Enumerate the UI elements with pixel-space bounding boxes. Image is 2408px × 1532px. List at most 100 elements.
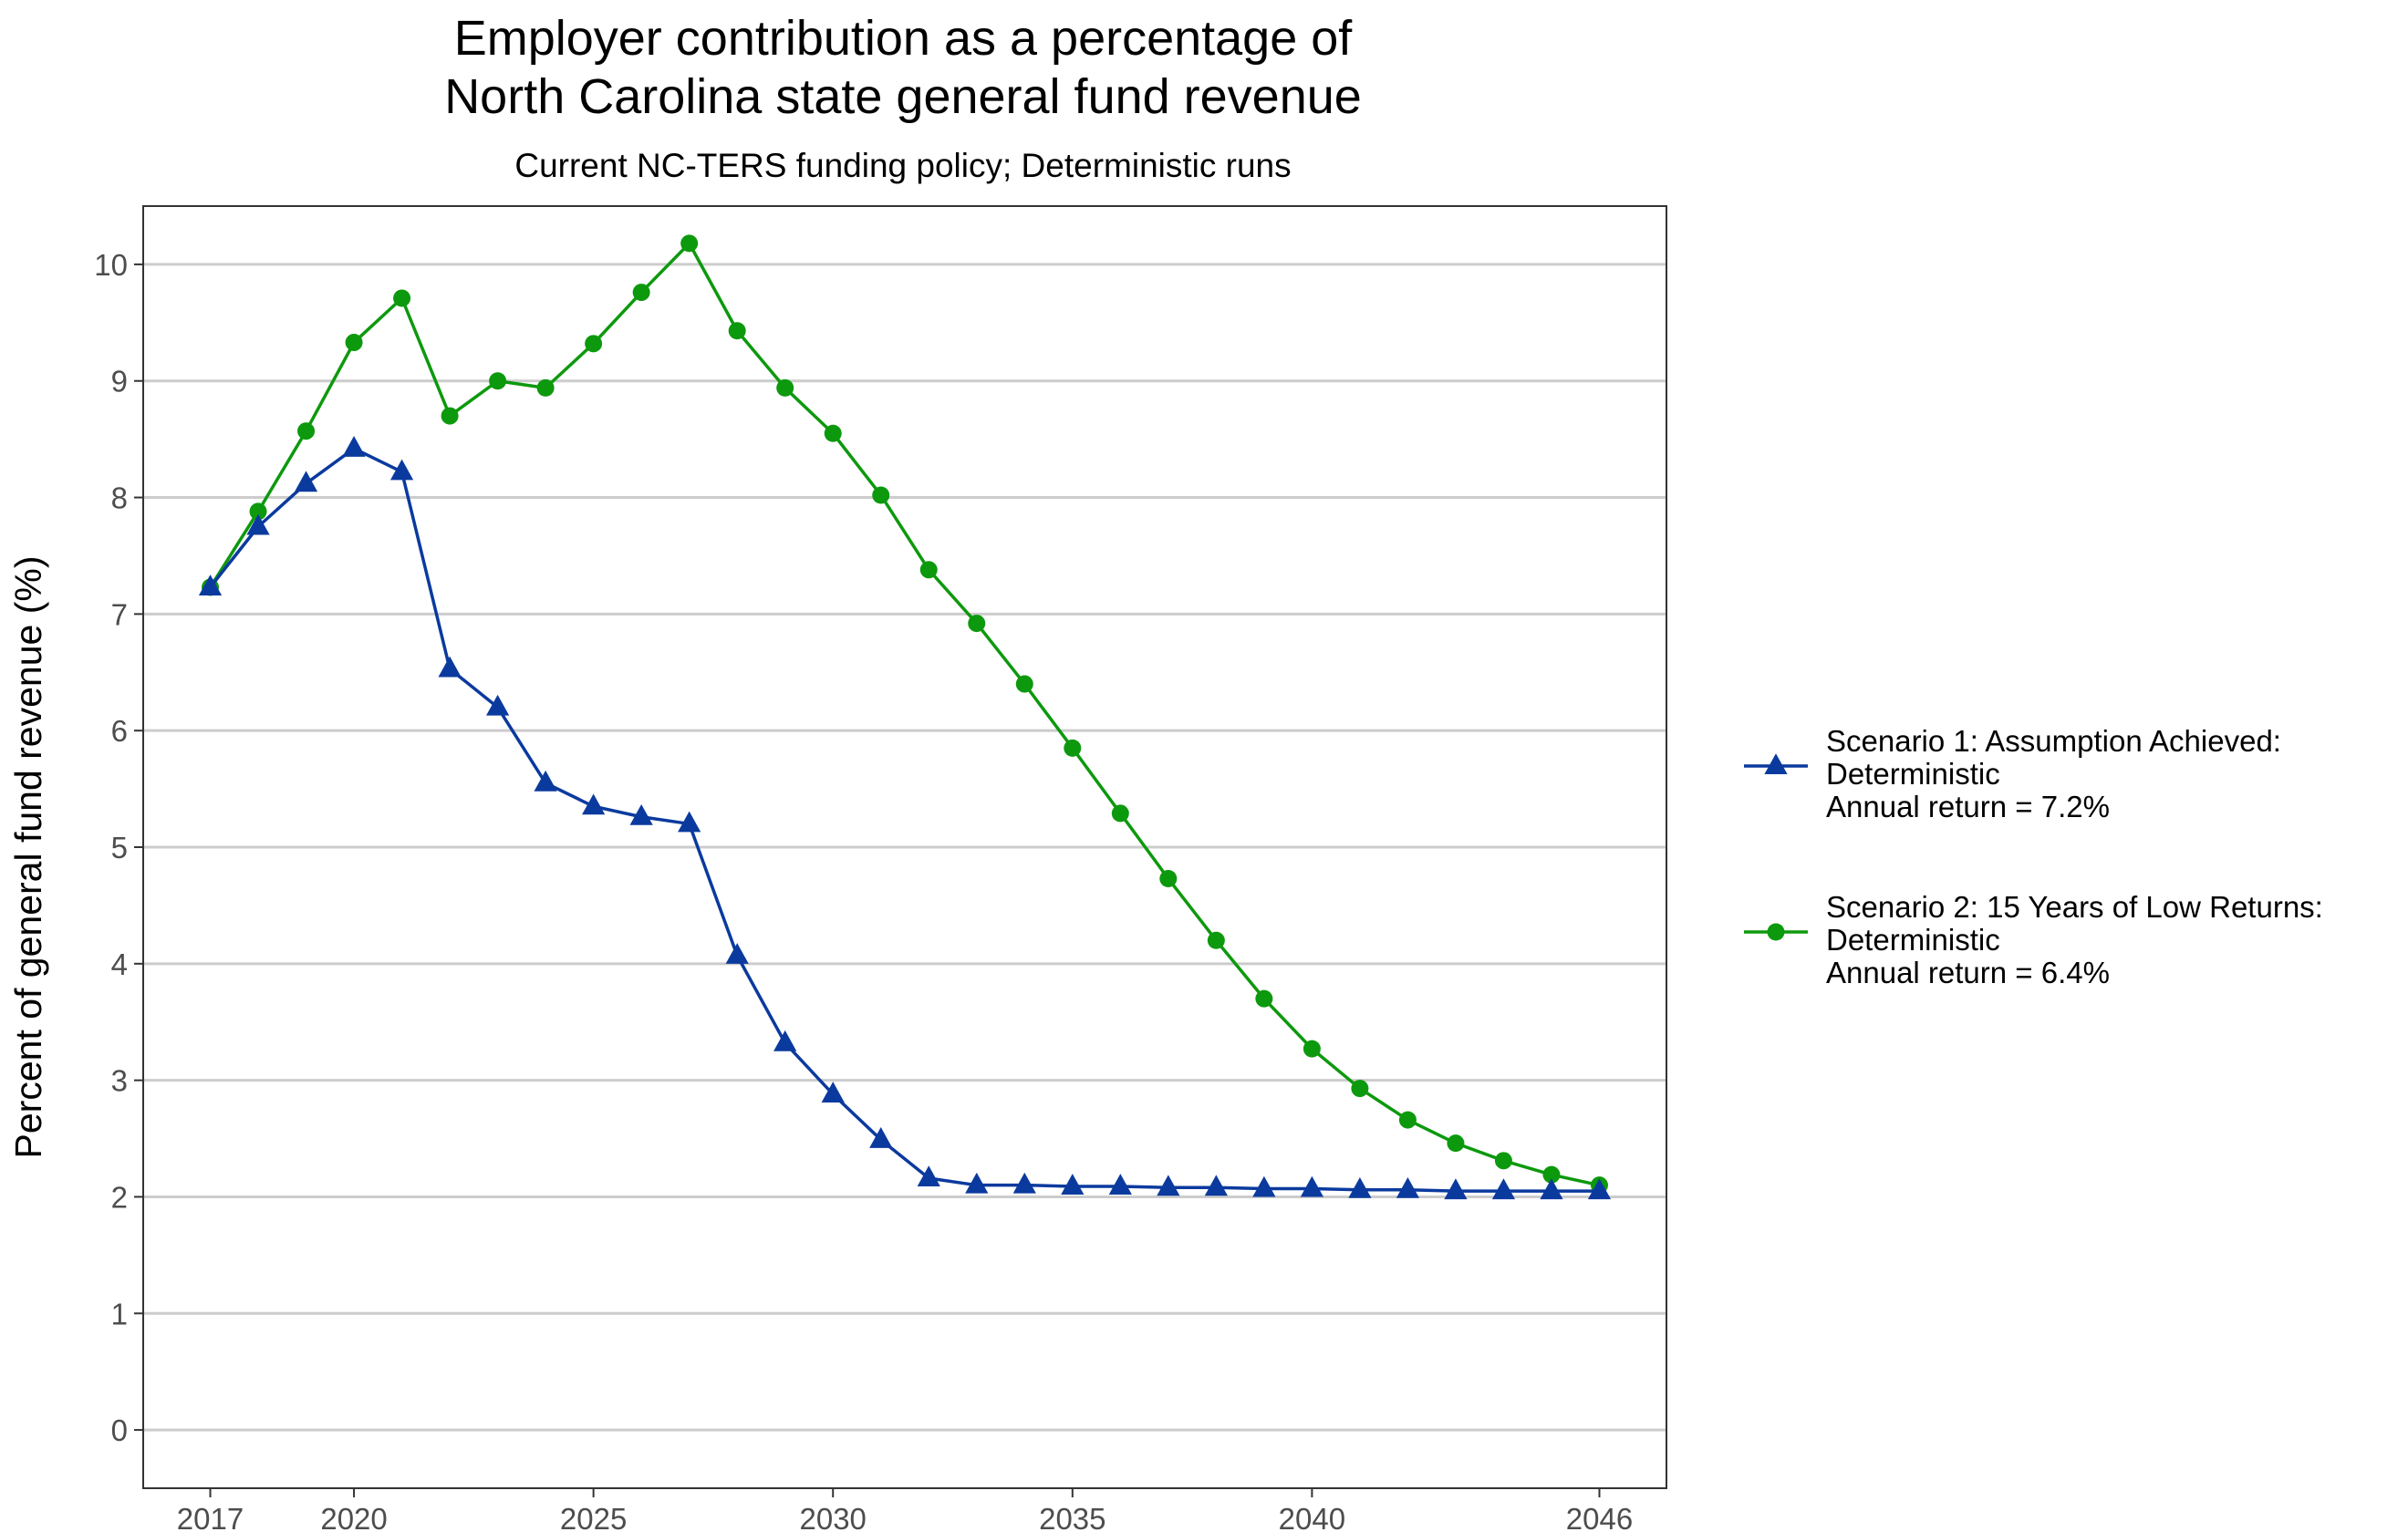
- series-2-point: [536, 378, 555, 397]
- y-axis: 0 1 2 3 4 5 6 7 8 9 10: [94, 248, 143, 1447]
- series-1-point: [917, 1165, 940, 1187]
- series-2-point: [728, 322, 746, 340]
- chart-title-line: North Carolina state general fund revenu…: [444, 69, 1362, 124]
- series-1-point: [1252, 1175, 1276, 1197]
- legend-entry-2: Scenario 2: 15 Years of Low Returns:Dete…: [1744, 890, 2323, 989]
- series-layer: [198, 234, 1612, 1200]
- y-axis-label: Percent of general fund revenue (%): [7, 556, 49, 1159]
- series-2-point: [776, 378, 794, 397]
- series-1-line: [209, 447, 1600, 1193]
- y-tick-label: 7: [111, 597, 128, 631]
- series-2-point: [968, 615, 986, 633]
- series-2-point: [919, 561, 938, 579]
- series-2-point: [1159, 870, 1178, 888]
- series-1-point: [438, 656, 462, 678]
- series-2-point: [1542, 1165, 1561, 1184]
- x-tick-label: 2046: [1566, 1502, 1633, 1532]
- series-2-point: [441, 407, 459, 425]
- chart-subtitle: Current NC-TERS funding policy; Determin…: [514, 147, 1291, 184]
- series-1-point: [1491, 1178, 1516, 1200]
- series-1-point: [486, 694, 510, 716]
- series-1-point: [294, 471, 318, 492]
- legend-label-line: Scenario 2: 15 Years of Low Returns:: [1826, 890, 2323, 924]
- y-tick-label: 1: [111, 1297, 128, 1330]
- series-1-point: [821, 1082, 845, 1102]
- series-1-point: [342, 436, 366, 457]
- series-2-line: [209, 242, 1600, 1187]
- x-tick-label: 2020: [320, 1502, 387, 1532]
- series-1-point: [1348, 1176, 1372, 1198]
- series-2-point: [1111, 804, 1129, 823]
- series-2-point: [1447, 1134, 1465, 1153]
- series-1-point: [678, 811, 701, 833]
- series-1: [198, 436, 1612, 1200]
- series-2-point: [393, 289, 411, 307]
- x-tick-label: 2040: [1279, 1502, 1345, 1532]
- series-2: [202, 234, 1608, 1195]
- series-1-point: [1587, 1178, 1612, 1200]
- series-1-point: [773, 1030, 797, 1051]
- series-1-point: [534, 770, 557, 792]
- series-1-point: [389, 459, 414, 481]
- series-1-point: [725, 943, 749, 964]
- legend-key-marker: [1764, 753, 1788, 774]
- series-1-point: [1300, 1175, 1323, 1197]
- y-tick-label: 9: [111, 365, 128, 399]
- legend: Scenario 1: Assumption Achieved:Determin…: [1744, 724, 2323, 989]
- series-2-point: [249, 502, 267, 521]
- legend-label-line: Deterministic: [1826, 923, 2000, 957]
- series-1-point: [1157, 1175, 1180, 1196]
- series-1-point: [1012, 1172, 1036, 1194]
- series-1-point: [1204, 1175, 1228, 1196]
- series-2-point: [1015, 675, 1033, 693]
- series-1-point: [629, 803, 653, 825]
- legend-label-line: Annual return = 6.4%: [1826, 956, 2110, 989]
- series-1-point: [246, 513, 270, 535]
- legend-key-marker: [1767, 923, 1785, 941]
- y-tick-label: 5: [111, 831, 128, 864]
- series-2-point: [1064, 739, 1082, 757]
- series-2-point: [297, 422, 316, 440]
- legend-label-line: Scenario 1: Assumption Achieved:: [1826, 724, 2281, 758]
- y-tick-label: 0: [111, 1413, 128, 1447]
- series-2-point: [1398, 1111, 1417, 1129]
- series-1-point: [965, 1172, 989, 1194]
- chart-title-line: Employer contribution as a percentage of: [454, 11, 1354, 66]
- series-1-point: [582, 793, 606, 815]
- series-2-point: [872, 486, 890, 504]
- chart-title: Employer contribution as a percentage of…: [444, 11, 1362, 124]
- series-2-point: [345, 334, 363, 352]
- series-1-point: [1444, 1178, 1468, 1200]
- x-tick-label: 2035: [1039, 1502, 1105, 1532]
- legend-entry-1: Scenario 1: Assumption Achieved:Determin…: [1744, 724, 2281, 823]
- x-axis: 2017 2020 2025 2030 2035 2040 2046: [177, 1488, 1633, 1532]
- y-tick-label: 3: [111, 1064, 128, 1098]
- series-2-point: [824, 424, 842, 442]
- series-2-point: [1255, 989, 1273, 1008]
- series-1-point: [198, 574, 223, 595]
- legend-label-line: Annual return = 7.2%: [1826, 790, 2110, 823]
- series-2-point: [680, 234, 699, 253]
- series-2-point: [1494, 1152, 1512, 1170]
- legend-label-line: Deterministic: [1826, 757, 2000, 791]
- y-tick-label: 6: [111, 714, 128, 748]
- series-2-point: [489, 372, 507, 390]
- series-1-point: [1061, 1174, 1085, 1195]
- series-1-point: [1540, 1178, 1563, 1200]
- series-1-point: [1396, 1176, 1420, 1198]
- gridlines: [143, 263, 1666, 1432]
- y-tick-label: 4: [111, 947, 128, 981]
- y-tick-label: 10: [94, 248, 128, 282]
- x-tick-label: 2017: [177, 1502, 244, 1532]
- series-2-point: [1207, 931, 1225, 949]
- x-tick-label: 2025: [560, 1502, 627, 1532]
- y-tick-label: 8: [111, 481, 128, 515]
- series-2-point: [585, 335, 603, 353]
- series-1-point: [1108, 1174, 1132, 1195]
- series-2-point: [1303, 1040, 1321, 1058]
- x-tick-label: 2030: [800, 1502, 867, 1532]
- series-2-point: [1351, 1080, 1369, 1098]
- y-tick-label: 2: [111, 1180, 128, 1214]
- series-1-point: [869, 1127, 893, 1148]
